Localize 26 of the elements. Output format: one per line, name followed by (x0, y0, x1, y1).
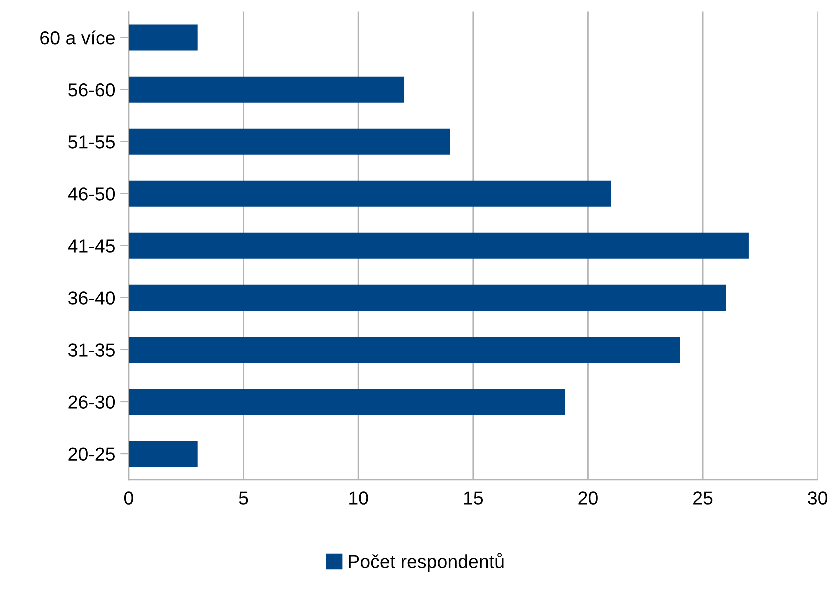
y-tick-label: 36-40 (68, 292, 116, 305)
bar (128, 128, 450, 155)
bar (128, 24, 198, 51)
x-tick-label: 15 (464, 492, 484, 505)
bar (128, 76, 405, 103)
bar (128, 336, 680, 363)
y-tick-label: 46-50 (68, 188, 116, 201)
y-tick-label: 20-25 (68, 448, 115, 461)
x-tick-label: 10 (350, 492, 368, 505)
x-tick-label: 20 (578, 492, 598, 505)
y-tick-label: 60 a více (40, 30, 115, 45)
bar (128, 441, 198, 468)
x-tick-label: 5 (239, 492, 248, 505)
y-tick-label: 56-60 (68, 84, 116, 97)
legend-label: Počet respondentů (349, 553, 504, 572)
bar (128, 284, 726, 311)
y-tick-label: 31-35 (68, 344, 115, 357)
y-tick-label: 26-30 (68, 396, 116, 409)
y-tick-label: 51-55 (68, 136, 115, 149)
bar (128, 232, 749, 259)
bar (128, 388, 566, 415)
x-tick-label: 25 (694, 492, 713, 505)
bar (128, 180, 612, 207)
x-tick-label: 30 (808, 492, 828, 505)
x-tick-label: 0 (124, 492, 134, 505)
y-tick-label: 41-45 (68, 240, 115, 253)
